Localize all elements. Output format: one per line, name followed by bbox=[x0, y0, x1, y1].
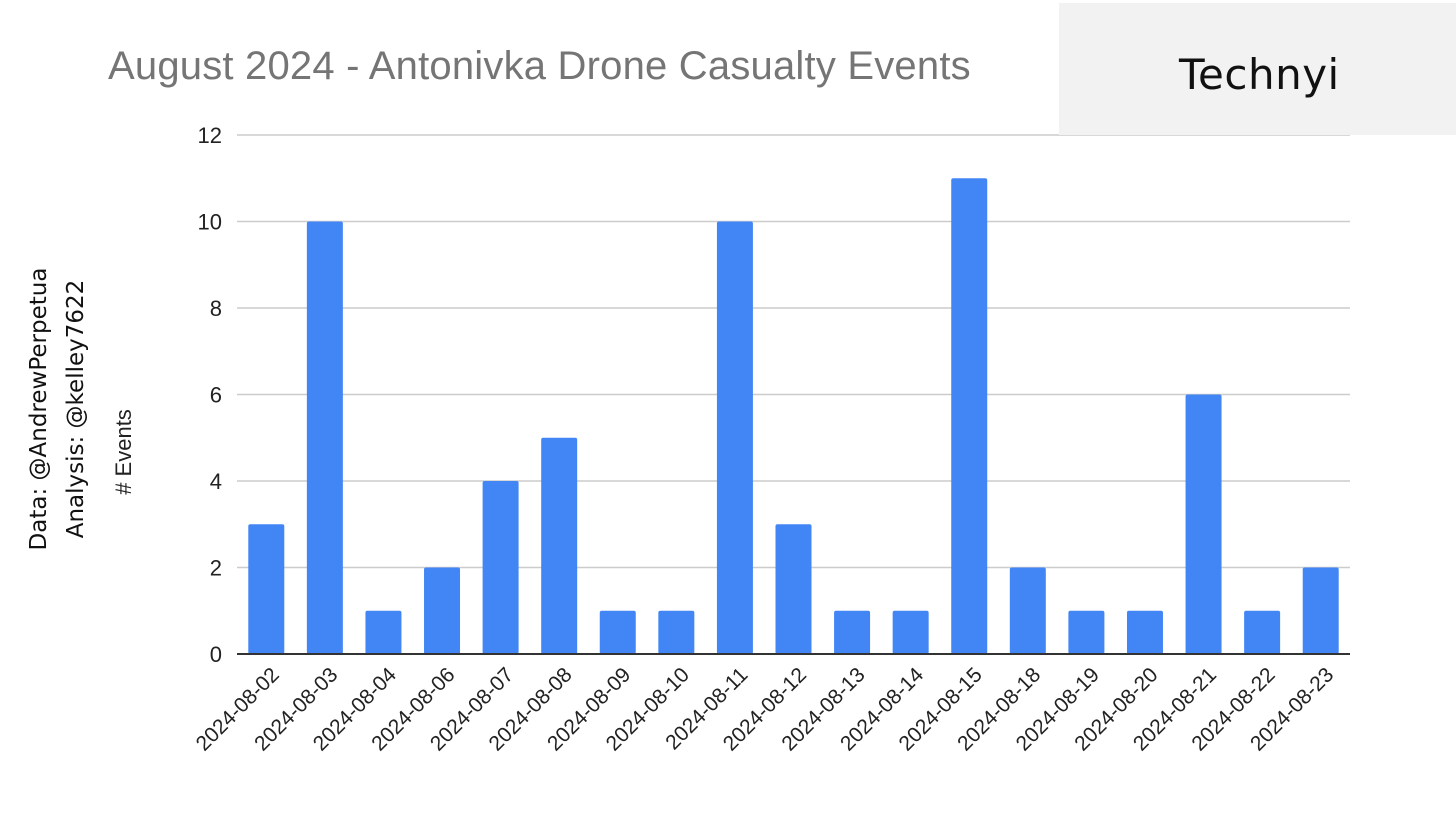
y-tick-label: 2 bbox=[210, 556, 222, 581]
data-credit: Data: @AndrewPerpetua bbox=[26, 267, 52, 551]
bar bbox=[951, 178, 988, 654]
y-tick-label: 0 bbox=[210, 642, 222, 667]
technyi-logo: Technyi bbox=[1179, 50, 1340, 99]
bar bbox=[1068, 610, 1105, 654]
bar bbox=[1009, 567, 1046, 654]
logo-box bbox=[1059, 3, 1456, 135]
bar bbox=[482, 481, 519, 654]
bar bbox=[658, 610, 695, 654]
bar bbox=[1126, 610, 1163, 654]
tick-labels: 0246810122024-08-022024-08-032024-08-042… bbox=[192, 123, 1339, 755]
bar bbox=[775, 524, 812, 654]
bar bbox=[306, 221, 343, 654]
bars bbox=[248, 178, 1339, 654]
chart-title: August 2024 - Antonivka Drone Casualty E… bbox=[108, 44, 971, 88]
analysis-credit: Analysis: @kelley7622 bbox=[63, 279, 89, 539]
bar bbox=[424, 567, 461, 654]
bar bbox=[365, 610, 402, 654]
bar bbox=[541, 437, 578, 654]
y-tick-label: 8 bbox=[210, 296, 222, 321]
bar bbox=[1244, 610, 1281, 654]
y-tick-label: 12 bbox=[198, 123, 222, 148]
gridlines bbox=[237, 134, 1350, 569]
y-axis-label: # Events bbox=[111, 409, 136, 495]
bar bbox=[1185, 394, 1222, 654]
bar bbox=[834, 610, 871, 654]
bar bbox=[716, 221, 753, 654]
y-tick-label: 6 bbox=[210, 383, 222, 408]
bar bbox=[248, 524, 285, 654]
y-tick-label: 10 bbox=[198, 210, 222, 235]
bar bbox=[892, 610, 929, 654]
bar bbox=[1302, 567, 1339, 654]
y-tick-label: 4 bbox=[210, 469, 222, 494]
bar bbox=[599, 610, 636, 654]
